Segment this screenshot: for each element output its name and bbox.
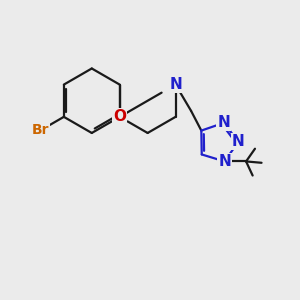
Text: N: N — [218, 115, 230, 130]
Text: O: O — [113, 110, 126, 124]
Text: N: N — [232, 134, 244, 149]
Text: Br: Br — [32, 123, 49, 137]
Text: N: N — [169, 77, 182, 92]
Text: N: N — [218, 154, 231, 169]
